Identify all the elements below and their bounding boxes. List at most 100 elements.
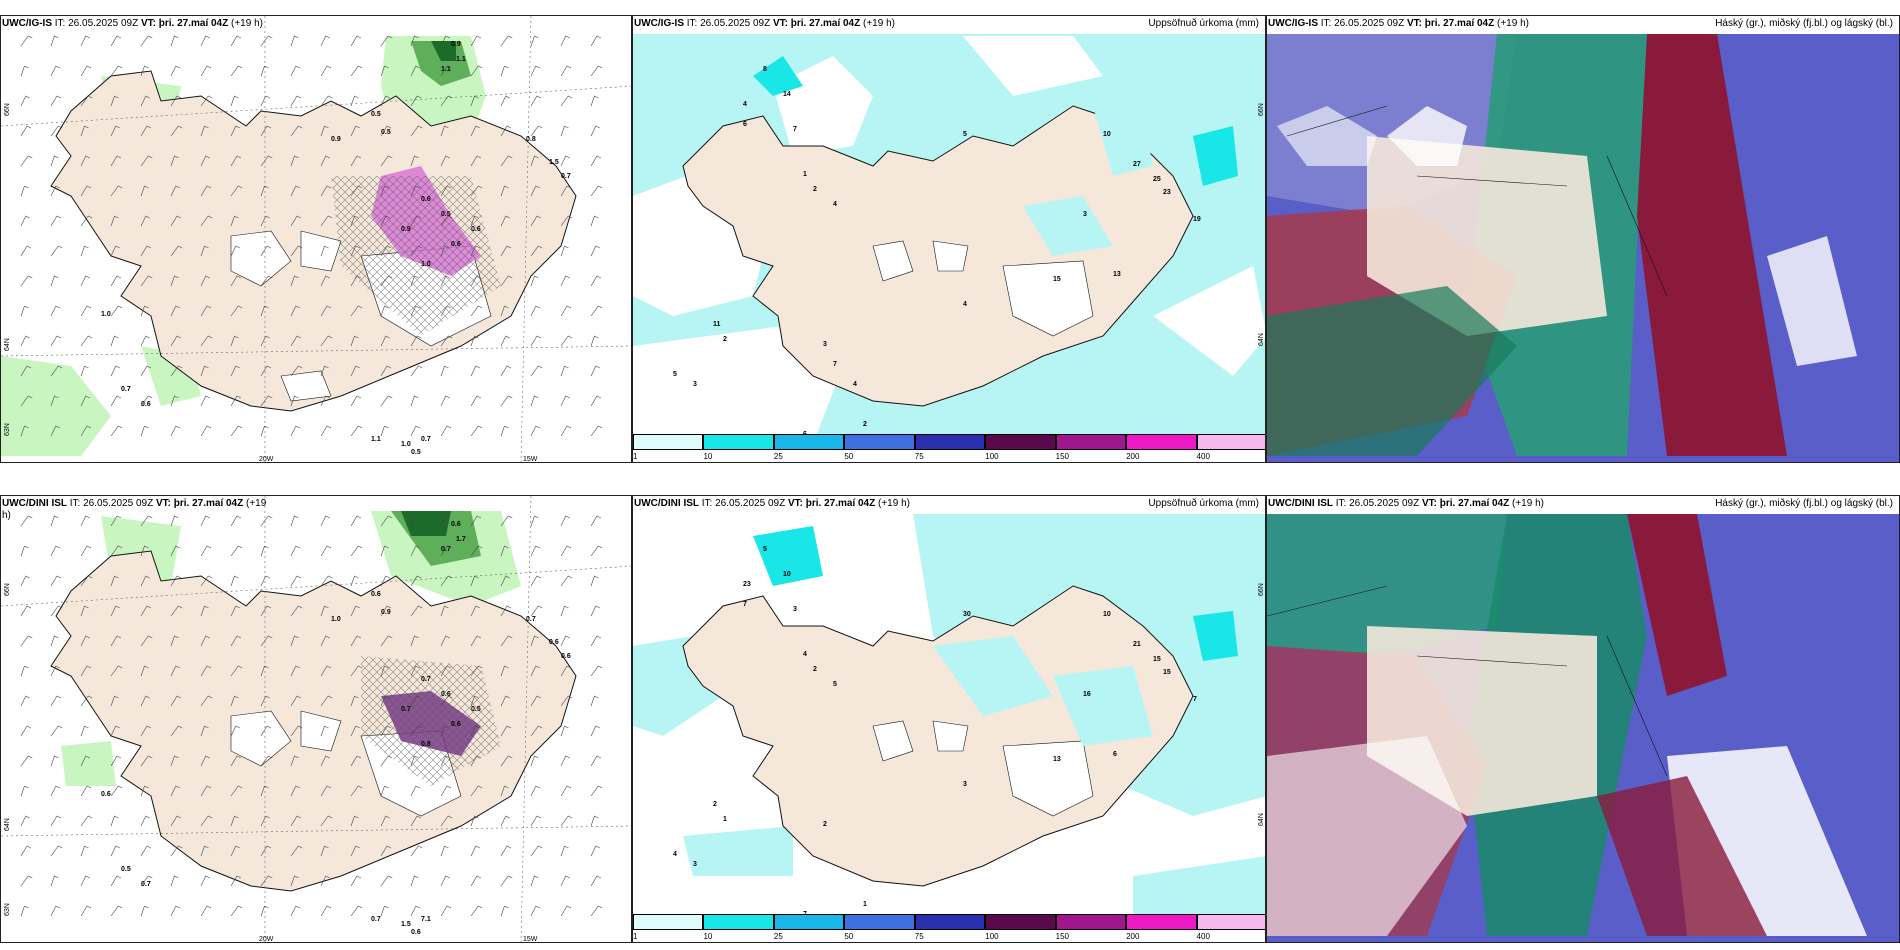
wind-barb (410, 665, 420, 677)
wind-barb (560, 185, 572, 197)
value-label: 0.6 (441, 691, 451, 698)
value-label: 0.5 (471, 706, 481, 713)
wind-barb (80, 125, 89, 137)
wind-barb (500, 755, 513, 767)
wind-barb (20, 35, 33, 47)
wind-barb (200, 815, 213, 827)
value-label: 5 (763, 546, 767, 553)
wind-barb (260, 575, 270, 587)
value-label: 10 (783, 571, 791, 578)
wind-barb (410, 305, 420, 317)
wind-barb (170, 725, 183, 737)
value-label: 2 (813, 186, 817, 193)
value-label: 1.1 (371, 436, 381, 443)
value-label: 0.6 (451, 721, 461, 728)
panel-field-label: Uppsöfnuð úrkoma (mm) (1148, 18, 1259, 29)
wind-barb (50, 665, 60, 677)
wind-barb (200, 425, 212, 437)
wind-barbs (20, 515, 603, 917)
wind-barb (110, 305, 123, 317)
value-label: 11 (713, 321, 721, 328)
colorbar-label: 25 (773, 932, 783, 941)
value-label: 3 (963, 781, 967, 788)
accum-precip-map: 66N 64N 81446712452725231019315134112356… (633, 34, 1265, 444)
wind-barbs (20, 35, 603, 437)
wind-barb (20, 755, 33, 767)
wind-barb (140, 605, 152, 617)
wind-barb (530, 395, 539, 407)
wind-barb (20, 605, 32, 617)
wind-barb (200, 545, 212, 557)
wind-barb (140, 365, 152, 377)
wind-barb (320, 605, 329, 617)
wind-barb (470, 35, 482, 47)
wind-barb (500, 365, 512, 377)
wind-barb (320, 35, 330, 47)
wind-barb (200, 125, 209, 137)
wind-barb (50, 545, 60, 557)
lat-label: 66N (4, 103, 11, 116)
wind-barb (290, 545, 300, 557)
panel-title: UWC/DINI ISL IT: 26.05.2025 09Z VT: þri.… (1268, 498, 1544, 509)
wind-barb (200, 275, 210, 287)
wind-barb (80, 635, 90, 647)
wind-barb (110, 155, 122, 167)
wind-barb (110, 545, 123, 557)
wind-barb (20, 155, 33, 167)
wind-barb (350, 905, 363, 917)
wind-barb (500, 425, 509, 437)
wind-barb (440, 605, 449, 617)
wind-barb (20, 875, 33, 887)
wind-barb (380, 785, 389, 797)
value-label: 23 (1163, 189, 1171, 196)
wind-barb (380, 245, 392, 257)
colorbar-swatch (633, 914, 704, 930)
wind-barb (170, 755, 179, 767)
wind-barb (50, 95, 62, 107)
wind-barb (80, 785, 92, 797)
wind-barb (530, 755, 539, 767)
wind-barb (560, 755, 570, 767)
wind-barb (50, 635, 59, 647)
wind-barb (590, 695, 599, 707)
wind-barb (440, 65, 452, 77)
wind-barb (50, 275, 59, 287)
wind-barb (140, 815, 150, 827)
wind-barb (50, 335, 62, 347)
wind-barb (230, 665, 243, 677)
wind-barb (260, 65, 269, 77)
wind-barb (470, 65, 483, 77)
value-label: 8 (763, 66, 767, 73)
value-label: 4 (673, 851, 677, 858)
lat-label: 66N (4, 583, 11, 596)
wind-barb (110, 35, 122, 47)
wind-barb (380, 905, 389, 917)
wind-barb (290, 35, 299, 47)
wind-barb (320, 365, 329, 377)
wind-barb (380, 215, 390, 227)
wind-barb (50, 35, 59, 47)
lat-label: 63N (4, 423, 11, 436)
wind-barb (140, 125, 152, 137)
value-label: 16 (1083, 691, 1091, 698)
wind-barb (440, 515, 450, 527)
precip-wind-map: 20W 15W 66N 64N 63N 0.6 1.7 0.7 0.6 1.0 0.9 0.… (1, 496, 631, 942)
wind-barb (440, 755, 450, 767)
wind-barb (140, 305, 149, 317)
wind-barb (410, 785, 420, 797)
wind-barb (350, 425, 363, 437)
wind-barb (470, 695, 479, 707)
wind-barb (530, 905, 540, 917)
wind-barb (230, 155, 242, 167)
wind-barb (110, 425, 123, 437)
wind-barb (260, 605, 272, 617)
wind-barb (410, 515, 419, 527)
wind-barb (470, 365, 480, 377)
wind-barb (230, 215, 239, 227)
wind-barb (380, 365, 392, 377)
value-label: 21 (1133, 641, 1141, 648)
wind-barb (560, 335, 573, 347)
wind-barb (170, 155, 179, 167)
wind-barb (200, 335, 213, 347)
wind-barb (80, 275, 90, 287)
